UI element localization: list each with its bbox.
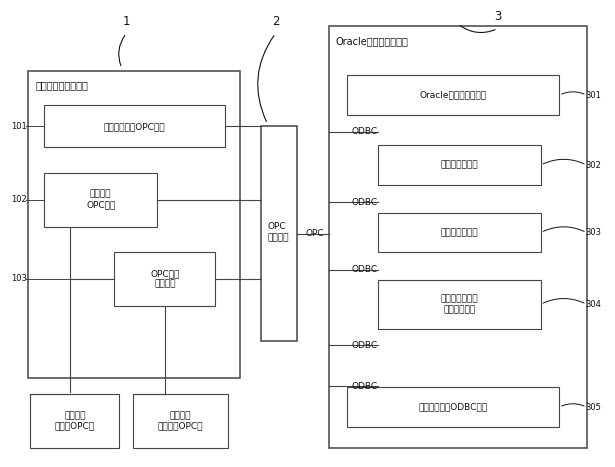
Bar — [378, 280, 541, 329]
Text: 303: 303 — [585, 228, 601, 237]
Text: OPC规范
转换单元: OPC规范 转换单元 — [151, 269, 180, 288]
Bar — [114, 252, 215, 306]
Text: 103: 103 — [11, 274, 27, 283]
Text: 305: 305 — [585, 403, 601, 412]
Text: 规范接口: 规范接口 — [268, 234, 289, 243]
Text: 系统性能评估模
型预测数据库: 系统性能评估模 型预测数据库 — [441, 295, 478, 314]
Bar — [378, 145, 541, 184]
Text: 2: 2 — [272, 15, 279, 28]
Text: ODBC: ODBC — [352, 341, 378, 350]
Text: OPC: OPC — [306, 229, 324, 238]
Bar — [347, 387, 559, 427]
Text: 多平台数据采集单元: 多平台数据采集单元 — [36, 80, 89, 91]
Bar — [329, 26, 587, 448]
Text: Oracle工业规范数据库: Oracle工业规范数据库 — [335, 37, 408, 47]
Text: 智能仪表
（支持OPC）: 智能仪表 （支持OPC） — [55, 411, 95, 431]
Text: 实时控制数据库: 实时控制数据库 — [441, 161, 478, 170]
Text: 301: 301 — [585, 91, 601, 100]
Bar — [133, 394, 228, 448]
Bar — [44, 106, 224, 148]
Text: 工业组态软件OPC接口: 工业组态软件OPC接口 — [103, 122, 165, 131]
Text: ODBC: ODBC — [352, 127, 378, 136]
Text: ODBC: ODBC — [352, 382, 378, 391]
Text: 历史诊断数据库: 历史诊断数据库 — [441, 228, 478, 237]
Bar — [378, 212, 541, 252]
Text: OPC: OPC — [268, 222, 286, 231]
Text: Oracle数据库管理系统: Oracle数据库管理系统 — [420, 91, 487, 100]
Text: 智能仪表
（不支持OPC）: 智能仪表 （不支持OPC） — [157, 411, 203, 431]
Bar — [44, 173, 157, 226]
Text: 101: 101 — [11, 122, 27, 131]
Text: 1: 1 — [123, 15, 130, 28]
Text: ODBC: ODBC — [352, 198, 378, 207]
Bar — [261, 127, 297, 340]
Bar — [28, 71, 240, 378]
Text: 102: 102 — [11, 195, 27, 204]
Text: 304: 304 — [585, 300, 601, 309]
Text: ODBC: ODBC — [352, 265, 378, 274]
Text: 302: 302 — [585, 161, 601, 170]
Text: 工业组态软件ODBC接口: 工业组态软件ODBC接口 — [419, 403, 488, 412]
Text: 智能仪表
OPC接口: 智能仪表 OPC接口 — [86, 190, 116, 209]
Bar — [347, 75, 559, 115]
Text: 3: 3 — [494, 10, 501, 23]
Bar — [30, 394, 119, 448]
